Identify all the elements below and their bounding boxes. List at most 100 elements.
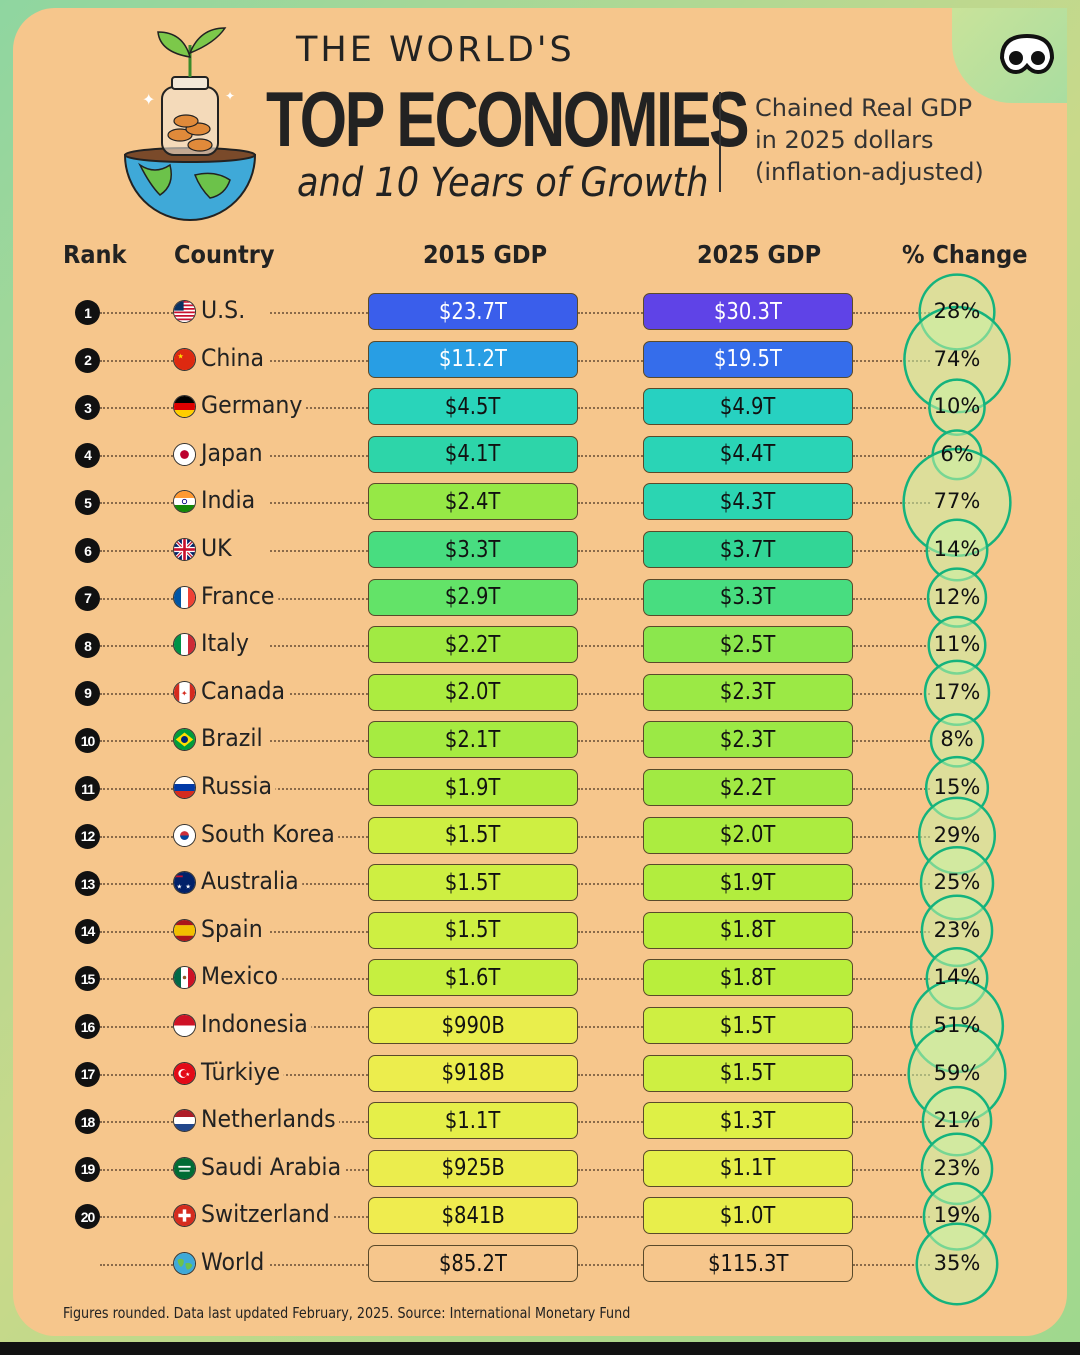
gdp-2025-value: $4.9T: [643, 388, 853, 426]
brand-logo-icon: [999, 33, 1055, 75]
change-label: 15%: [933, 775, 981, 799]
gdp-2015-value: $990B: [368, 1007, 578, 1044]
russia-flag-icon: [173, 776, 196, 799]
gdp-2025-value: $3.3T: [643, 578, 853, 616]
country-name: Russia: [201, 772, 276, 800]
dot-leader: [578, 407, 643, 410]
dot-leader: [270, 550, 368, 552]
country-name: Spain: [201, 914, 267, 943]
gdp-2015-value: $841B: [368, 1197, 578, 1235]
dot-leader: [578, 645, 643, 648]
country-name: Saudi Arabia: [201, 1152, 345, 1181]
spain-flag-icon: [173, 918, 196, 942]
gdp-2025-value: $19.5T: [643, 340, 853, 378]
dot-leader: [270, 407, 368, 410]
gdp-2015-value: $4.5T: [368, 388, 578, 426]
country-name: World: [201, 1248, 268, 1276]
rank-badge: 7: [75, 585, 100, 611]
us-flag-icon: [173, 300, 196, 323]
dot-leader: [100, 454, 173, 457]
country-name: Japan: [201, 438, 267, 467]
gdp-2025-value: $3.7T: [643, 531, 853, 568]
gdp-2015-value: $23.7T: [368, 293, 578, 330]
change-label: 23%: [933, 1155, 981, 1180]
change-label: 25%: [933, 870, 981, 895]
dot-leader: [100, 312, 173, 314]
dot-leader: [853, 978, 930, 981]
dot-leader: [578, 550, 643, 552]
table-row: 20 Switzerland $841B $1.0T: [0, 1194, 1080, 1242]
dot-leader: [853, 835, 930, 838]
change-label: 35%: [933, 1251, 981, 1275]
svg-text:✦: ✦: [225, 89, 235, 103]
netherlands-flag-icon: [173, 1109, 196, 1133]
change-label: 51%: [933, 1013, 981, 1037]
dot-leader: [853, 1216, 930, 1219]
table-row: 16 Indonesia $990B $1.5T: [0, 1004, 1080, 1052]
gdp-2015-value: $4.1T: [368, 435, 578, 473]
column-header-2025-gdp: 2025 GDP: [697, 240, 822, 269]
switzerland-flag-icon: [173, 1204, 196, 1228]
dot-leader: [100, 359, 173, 362]
table-row: 1 U.S. $23.7T $30.3T: [0, 290, 1080, 338]
dot-leader: [270, 645, 368, 648]
dot-leader: [853, 1121, 930, 1124]
dot-leader: [270, 978, 368, 981]
dot-leader: [270, 312, 368, 314]
change-label: 23%: [933, 917, 981, 942]
uk-flag-icon: [173, 538, 196, 561]
gdp-2015-value: $1.5T: [368, 864, 578, 902]
dot-leader: [853, 645, 930, 648]
dot-leader: [578, 1121, 643, 1124]
units-note-line: in 2025 dollars: [755, 126, 934, 154]
country-name: China: [201, 343, 268, 372]
rank-badge: 20: [75, 1204, 100, 1230]
table-row: 17 ★ Türkiye $918B $1.5T: [0, 1052, 1080, 1100]
table-row: 5 India $2.4T $4.3T: [0, 480, 1080, 528]
country-name: U.S.: [201, 296, 249, 324]
svg-text:✦: ✦: [142, 92, 155, 109]
dot-leader: [100, 1026, 173, 1028]
gdp-2025-value: $2.3T: [643, 673, 853, 711]
change-label: 74%: [933, 346, 981, 371]
change-label: 10%: [933, 394, 981, 419]
dot-leader: [270, 597, 368, 600]
dot-leader: [578, 740, 643, 743]
dot-leader: [578, 312, 643, 314]
rank-badge: 17: [75, 1061, 100, 1087]
dot-leader: [270, 359, 368, 362]
dot-leader: [100, 835, 173, 838]
units-note: Chained Real GDP in 2025 dollars (inflat…: [755, 92, 984, 188]
table-row: 8 Italy $2.2T $2.5T: [0, 623, 1080, 671]
gdp-2025-value: $2.0T: [643, 816, 853, 854]
dot-leader: [270, 740, 368, 743]
title-subtitle: and 10 Years of Growth: [297, 160, 709, 206]
dot-leader: [100, 597, 173, 600]
gdp-2015-value: $925B: [368, 1149, 578, 1187]
dot-leader: [270, 454, 368, 457]
svg-text:★: ★: [178, 352, 184, 360]
dot-leader: [100, 883, 173, 886]
gdp-2015-value: $918B: [368, 1054, 578, 1092]
dot-leader: [270, 930, 368, 933]
country-name: Indonesia: [201, 1010, 312, 1038]
dot-leader: [853, 788, 930, 790]
indonesia-flag-icon: [173, 1014, 196, 1037]
dot-leader: [100, 788, 173, 790]
country-name: Australia: [201, 867, 303, 896]
dot-leader: [853, 1168, 930, 1171]
country-name: Canada: [201, 676, 289, 705]
australia-flag-icon: ★ ★: [173, 871, 196, 895]
gdp-2025-value: $115.3T: [643, 1245, 853, 1282]
dot-leader: [853, 502, 930, 505]
rank-badge: 19: [75, 1156, 100, 1182]
china-flag-icon: ★: [173, 347, 196, 371]
table-row: 9 ✦ Canada $2.0T $2.3T: [0, 671, 1080, 719]
dot-leader: [853, 1264, 930, 1266]
gdp-2015-value: $1.1T: [368, 1102, 578, 1140]
gdp-2025-value: $1.9T: [643, 864, 853, 902]
gdp-2015-value: $3.3T: [368, 531, 578, 568]
title-kicker: THE WORLD'S: [296, 30, 575, 70]
change-label: 77%: [933, 489, 981, 514]
table-row: 18 Netherlands $1.1T $1.3T: [0, 1099, 1080, 1147]
